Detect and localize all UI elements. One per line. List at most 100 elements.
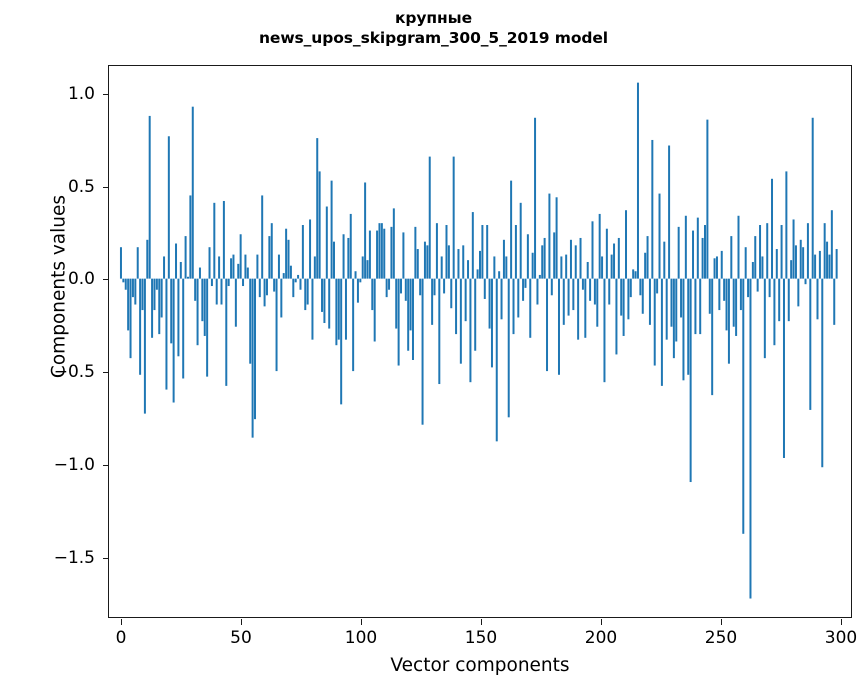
bar [514,225,517,279]
x-tick-mark [601,619,602,625]
bar [723,278,726,301]
bar [304,278,307,311]
bar [479,250,481,279]
bar [601,256,604,279]
bar [780,225,783,279]
bar [581,278,584,290]
bar [249,278,252,364]
bar [400,278,403,294]
bar [775,249,778,279]
bar [347,237,350,279]
x-tick-label: 200 [584,628,618,648]
bar [756,278,759,292]
y-tick-mark [103,93,109,95]
bar [689,278,692,483]
bar [388,278,391,290]
bar [275,278,278,372]
bar [268,236,271,279]
bar [550,278,553,296]
bar [445,225,448,279]
bar [368,230,371,279]
bar [318,171,321,279]
bar [364,182,367,279]
bar [349,213,352,279]
x-tick-label: 100 [344,628,378,648]
bar [335,278,338,346]
bar [526,234,529,279]
y-tick-label: 0.0 [67,269,95,290]
bar [699,278,702,335]
bar [277,254,280,279]
bar [625,210,628,279]
bar [708,278,711,314]
bar [502,239,505,279]
bar [593,278,596,305]
bar [122,278,125,283]
bar [423,241,426,279]
bar [792,219,795,279]
bar [455,278,458,335]
bar [390,226,393,279]
x-tick-label: 250 [704,628,738,648]
bar [411,278,414,360]
bar [292,278,295,298]
bar [323,278,326,324]
bar [560,256,563,279]
y-tick-label: −1.5 [53,547,95,568]
bar [586,261,589,279]
bar [711,278,714,396]
bar [419,278,422,296]
bar [761,256,764,279]
bar [299,278,302,290]
bar [306,278,309,305]
bar [380,223,383,279]
bar [823,223,826,279]
bar [270,223,273,279]
bar [443,278,446,294]
bar [524,278,527,288]
bar [189,195,192,279]
bar [227,278,230,287]
bar [404,278,407,301]
y-tick-mark [103,372,109,374]
bar [285,228,288,279]
bar [811,117,814,279]
bar [354,271,357,279]
bar [191,106,194,279]
bar [402,232,405,279]
bar [237,263,240,279]
bar [802,247,805,279]
bar [342,234,345,279]
bar [196,278,199,346]
bar [572,278,575,311]
bar [694,278,697,335]
bar [184,236,187,279]
bar [139,278,142,375]
bar [325,206,328,279]
bar [490,278,493,368]
bar [273,278,276,292]
bar [629,278,632,298]
bar [605,228,608,279]
bar [787,278,790,322]
bar [577,278,580,340]
bar [213,202,216,279]
bar [715,256,718,279]
bar [251,278,254,438]
bar [696,217,699,279]
bar [562,278,565,325]
bar [124,278,127,290]
bar [244,254,247,279]
bar [672,278,675,359]
bar [751,261,754,279]
bar [151,278,154,338]
bar [258,278,261,298]
bar [407,278,410,351]
bar [737,215,740,279]
bar [256,254,259,279]
bar [457,249,460,279]
bar [627,278,630,320]
bar [598,213,601,279]
bar [522,278,525,301]
